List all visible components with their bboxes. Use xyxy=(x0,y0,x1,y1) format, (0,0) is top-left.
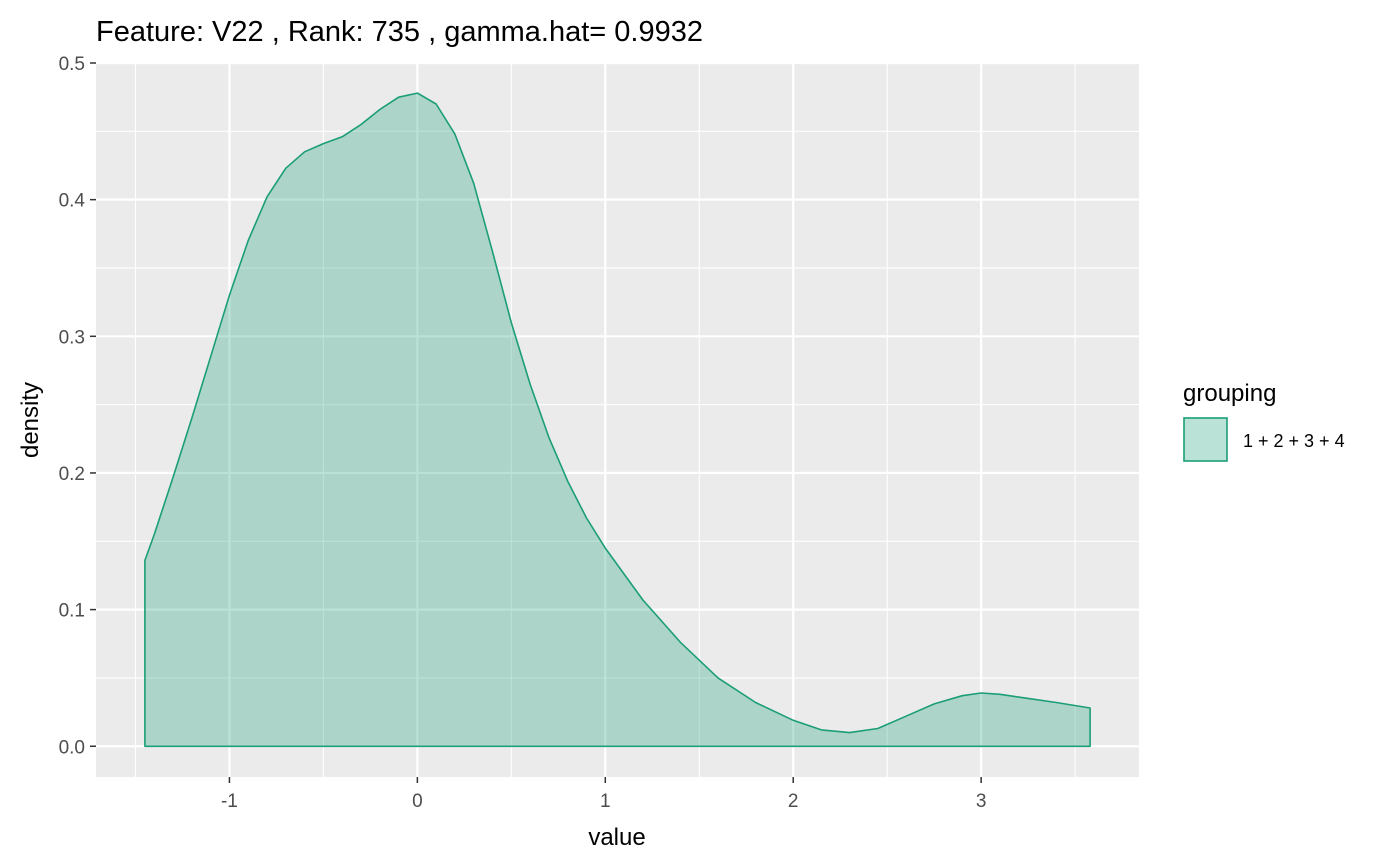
legend-title: grouping xyxy=(1183,380,1276,407)
y-axis: 0.0 0.1 0.2 0.3 0.4 0.5 xyxy=(59,54,96,758)
x-tick-label: 3 xyxy=(976,791,987,812)
y-axis-title: density xyxy=(17,382,44,458)
legend-label: 1 + 2 + 3 + 4 xyxy=(1243,431,1345,451)
y-tick-label: 0.4 xyxy=(59,191,86,212)
x-tick-label: 1 xyxy=(600,791,611,812)
density-area xyxy=(144,92,1091,748)
y-tick-label: 0.3 xyxy=(59,327,85,348)
legend: grouping 1 + 2 + 3 + 4 xyxy=(1183,380,1345,462)
y-tick-label: 0.2 xyxy=(59,464,85,485)
density-layer xyxy=(144,92,1091,748)
y-tick-label: 0.5 xyxy=(59,54,85,75)
minor-grid xyxy=(96,63,1139,777)
legend-key xyxy=(1183,417,1228,462)
y-tick-label: 0.0 xyxy=(59,737,85,758)
x-axis-title: value xyxy=(588,824,645,851)
x-axis: -1 0 1 2 3 xyxy=(221,777,986,812)
x-tick-label: 2 xyxy=(788,791,799,812)
plot-panel xyxy=(96,63,1139,777)
major-grid xyxy=(96,61,1139,777)
x-tick-label: -1 xyxy=(221,791,238,812)
chart-title: Feature: V22 , Rank: 735 , gamma.hat= 0.… xyxy=(96,16,703,48)
x-tick-label: 0 xyxy=(412,791,423,812)
y-tick-label: 0.1 xyxy=(59,601,85,622)
